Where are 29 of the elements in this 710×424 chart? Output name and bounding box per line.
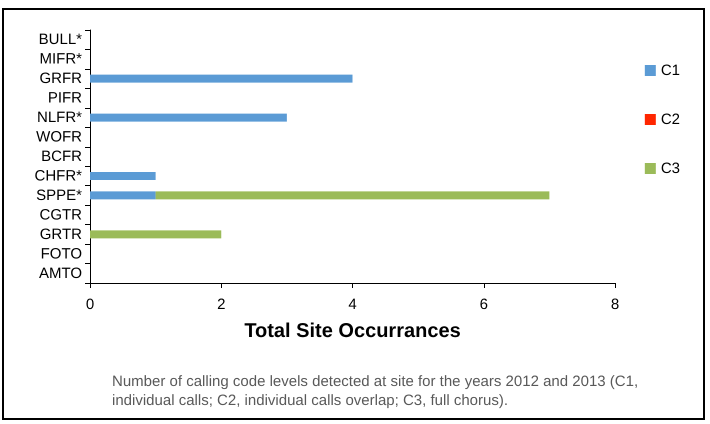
y-tick-label: CGTR bbox=[40, 206, 82, 224]
x-tick-label: 8 bbox=[610, 296, 620, 313]
y-tick-label: CHFR* bbox=[34, 167, 82, 184]
y-tick-label: GRFR bbox=[40, 70, 82, 88]
x-axis-title: Total Site Occurrances bbox=[244, 320, 461, 342]
y-tick-label: NLFR* bbox=[36, 109, 82, 126]
x-tick-label: 0 bbox=[86, 296, 94, 313]
legend-label: C3 bbox=[660, 160, 680, 177]
y-tick-label: GRTR bbox=[40, 226, 82, 243]
y-tick-label: AMTO bbox=[38, 264, 82, 282]
bar bbox=[90, 172, 156, 180]
text: Number of calling code levels detected at site for the years 2012 and 2013 (C1, individual calls; C2, individual calls overlap; C3, full chorus). bbox=[112, 373, 642, 409]
y-tick-label: PIFR bbox=[48, 90, 82, 107]
bar bbox=[90, 114, 287, 122]
y-tick-label: MIFR* bbox=[40, 50, 82, 68]
legend-label: C2 bbox=[660, 111, 680, 128]
x-tick-label: 6 bbox=[480, 296, 488, 313]
legend-label: C1 bbox=[660, 62, 680, 79]
y-tick-label: SPPE* bbox=[36, 186, 82, 204]
bar bbox=[90, 191, 156, 200]
y-tick-label: WOFR bbox=[36, 128, 82, 146]
y-tick-label: BULL* bbox=[38, 31, 82, 48]
bar bbox=[156, 191, 550, 200]
x-tick-label: 2 bbox=[217, 296, 226, 313]
y-tick-label: FOTO bbox=[40, 245, 82, 262]
bar bbox=[90, 230, 222, 238]
x-tick-label: 4 bbox=[348, 296, 357, 313]
bar bbox=[90, 74, 352, 83]
y-tick-label: BCFR bbox=[41, 148, 82, 165]
